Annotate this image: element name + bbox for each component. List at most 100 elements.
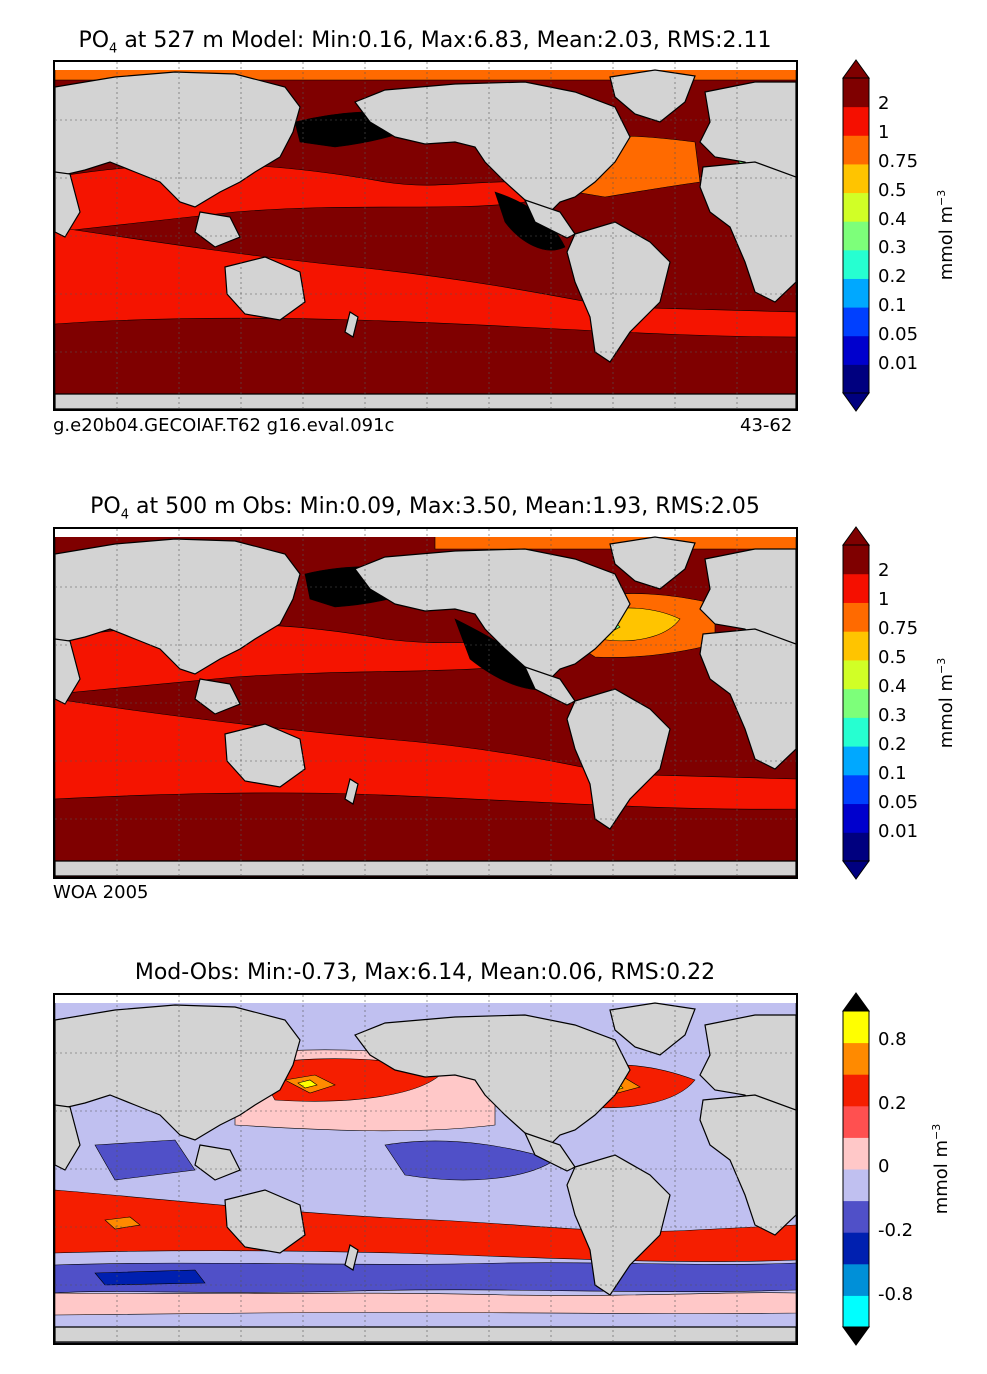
greenland-land (609, 1002, 696, 1056)
africa-land (699, 161, 796, 303)
field-southern-orange (104, 1216, 141, 1230)
colorbar-segment (843, 135, 869, 165)
panel-1-colorbar-tick: 0.5 (878, 180, 907, 201)
arabia-india-land (55, 171, 81, 238)
colorbar-segment (843, 803, 869, 833)
colorbar-segment (843, 249, 869, 279)
colorbar-segment (843, 631, 869, 661)
panel-1-colorbar-tick: 1 (878, 122, 890, 143)
colorbar-frame (842, 77, 870, 394)
panel-2-units-exp: −3 (935, 657, 948, 674)
field-southern-pink (55, 1292, 796, 1316)
africa-land (699, 628, 796, 770)
panel-3-title-rest: Mod-Obs: Min:-0.73, Max:6.14, Mean:0.06,… (134, 960, 716, 985)
south-america-land (566, 221, 671, 363)
colorbar-under-arrow (842, 1326, 870, 1346)
colorbar-over-arrow (842, 526, 870, 546)
antarctica-land (55, 393, 796, 409)
panel-1-colorbar-tick: 0.3 (878, 237, 907, 258)
panel-2-colorbar-svg (842, 526, 870, 880)
new-zealand-land (344, 778, 359, 805)
colorbar-segment (843, 1232, 869, 1265)
panel-1-colorbar-tick: 0.01 (878, 353, 919, 374)
africa-land (699, 1094, 796, 1236)
australia-land (224, 256, 306, 321)
panel-2-colorbar-tick: 1 (878, 589, 890, 610)
colorbar-segment (843, 278, 869, 308)
panel-2-units-base: mmol m (936, 673, 957, 749)
colorbar-segment (843, 364, 869, 394)
panel-1-colorbar-tick: 0.4 (878, 209, 907, 230)
panel-3-units-exp: −3 (930, 1123, 943, 1140)
colorbar-segment (843, 78, 869, 108)
panel-3-colorbar-tick: -0.2 (878, 1220, 914, 1241)
panel-3-colorbar (842, 992, 870, 1346)
eurasia-land (55, 1004, 301, 1141)
south-america-land (566, 1154, 671, 1296)
panel-1-title-rest: at 527 m Model: Min:0.16, Max:6.83, Mean… (124, 28, 772, 53)
panel-2-colorbar-tick: 0.2 (878, 734, 907, 755)
panel-2-colorbar-tick: 0.5 (878, 647, 907, 668)
colorbar-segment (843, 717, 869, 747)
panel-1-colorbar-tick: 0.1 (878, 295, 907, 316)
greenland-land (609, 536, 696, 590)
panel-1-title-sym: PO (78, 28, 110, 53)
colorbar-segment (843, 163, 869, 194)
panel-1-units-base: mmol m (936, 205, 957, 281)
colorbar-segment (843, 221, 869, 251)
field-indian-blue (94, 1139, 196, 1181)
colorbar-segment (843, 1200, 869, 1233)
north-america-land (354, 1014, 631, 1146)
north-america-land (354, 81, 631, 213)
colorbar-segment (843, 1011, 869, 1044)
panel-3-colorbar-units: mmol m−3 (930, 1119, 952, 1219)
panel-1-map-svg (55, 62, 796, 409)
panel-1-colorbar-tick: 2 (878, 93, 890, 114)
panel-2-title: PO4 at 500 m Obs: Min:0.09, Max:3.50, Me… (0, 494, 850, 522)
panel-1-colorbar-svg (842, 59, 870, 412)
panel-2-title-sym: PO (90, 494, 121, 519)
eurasia-land (55, 538, 301, 675)
new-zealand-land (344, 311, 359, 338)
colorbar-segment (843, 774, 869, 805)
colorbar-segment (843, 1137, 869, 1170)
panel-1-colorbar-tick: 0.2 (878, 266, 907, 287)
colorbar-under-arrow (842, 860, 870, 880)
colorbar-segment (843, 1042, 869, 1075)
panel-1-title-sub: 4 (109, 41, 118, 57)
south-america-land (566, 688, 671, 830)
colorbar-segment (843, 335, 869, 365)
panel-1-map (53, 60, 798, 411)
colorbar-segment (843, 1105, 869, 1138)
colorbar-segment (843, 1074, 869, 1107)
colorbar-segment (843, 573, 869, 603)
arctic-nodata (55, 529, 796, 537)
australia-land (224, 1189, 306, 1254)
panel-3-title: Mod-Obs: Min:-0.73, Max:6.14, Mean:0.06,… (0, 960, 850, 985)
panel-2-colorbar-tick: 2 (878, 560, 890, 581)
colorbar-frame (842, 1010, 870, 1328)
antarctica-land (55, 1326, 796, 1343)
colorbar-segment (843, 307, 869, 337)
panel-3-colorbar-svg (842, 992, 870, 1346)
colorbar-segment (843, 1263, 869, 1296)
panel-2-colorbar-tick: 0.75 (878, 618, 919, 639)
colorbar-segment (843, 602, 869, 632)
panel-1-colorbar (842, 59, 870, 412)
panel-3-map-svg (55, 995, 796, 1343)
panel-3-units-base: mmol m (931, 1139, 952, 1215)
colorbar-segment (843, 688, 869, 718)
colorbar-over-arrow (842, 59, 870, 79)
field-southern-navy (94, 1269, 206, 1286)
panel-1-colorbar-units: mmol m−3 (935, 185, 957, 285)
panel-3-map (53, 993, 798, 1345)
southeast-asia-land (194, 211, 241, 248)
southeast-asia-land (194, 678, 241, 715)
panel-2-title-sub: 4 (120, 507, 129, 523)
panel-2-title-rest: at 500 m Obs: Min:0.09, Max:3.50, Mean:1… (135, 494, 760, 519)
colorbar-segment (843, 746, 869, 776)
panel-2-colorbar (842, 526, 870, 880)
panel-3-colorbar-tick: -0.8 (878, 1284, 914, 1305)
panel-2-colorbar-units: mmol m−3 (935, 653, 957, 753)
panel-3-colorbar-tick: 0 (878, 1156, 890, 1177)
